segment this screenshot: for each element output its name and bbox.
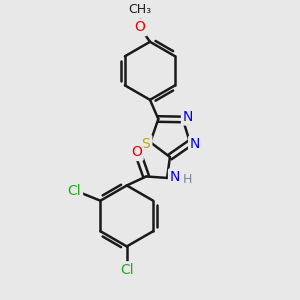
Text: Cl: Cl (120, 263, 134, 277)
Text: N: N (170, 170, 180, 184)
Text: N: N (183, 110, 193, 124)
Text: O: O (131, 145, 142, 159)
Text: S: S (142, 137, 150, 151)
Text: N: N (190, 137, 200, 152)
Text: O: O (134, 20, 145, 34)
Text: H: H (183, 173, 192, 186)
Text: Cl: Cl (68, 184, 81, 198)
Text: CH₃: CH₃ (128, 3, 152, 16)
